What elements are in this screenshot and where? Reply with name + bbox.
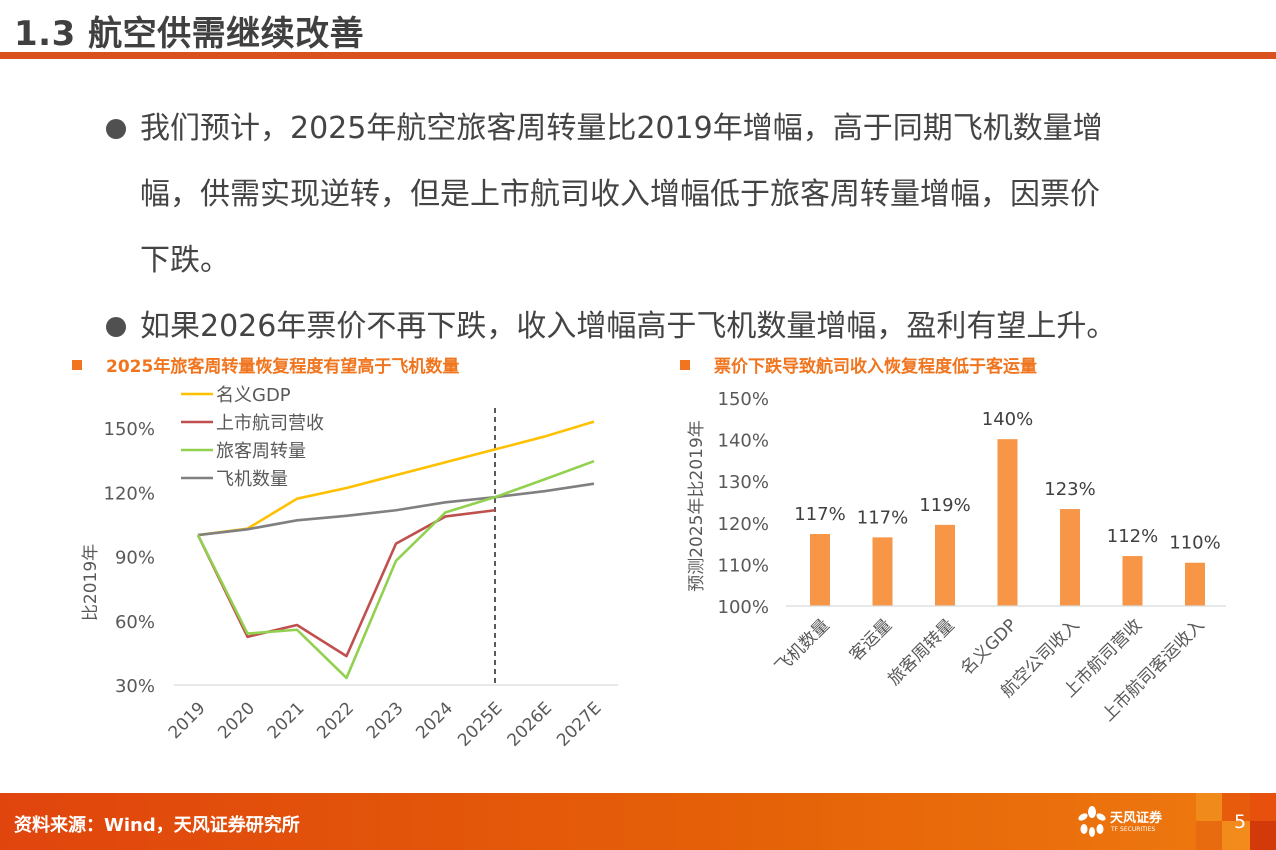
legend-label: 名义GDP [216, 385, 291, 406]
x-tick-label: 2027E [553, 698, 605, 750]
y-tick-label: 100% [718, 597, 769, 618]
y-tick-label: 130% [718, 472, 769, 493]
x-tick-label: 2024 [412, 698, 457, 743]
line-chart-title: 2025年旅客周转量恢复程度有望高于飞机数量 [72, 352, 459, 377]
data-label: 112% [1107, 526, 1158, 547]
bar-chart: 100% 110% 120% 130% 140% 150% 预测2025年比2019年 117… [687, 389, 1226, 726]
x-tick-label: 旅客周转量 [884, 615, 958, 689]
title-divider [0, 52, 1276, 59]
bar-chart-title-text: 票价下跌导致航司收入恢复程度低于客运量 [714, 357, 1037, 377]
y-axis-label: 比2019年 [81, 544, 101, 621]
y-tick-label: 140% [718, 431, 769, 452]
bullet-line: 幅，供需实现逆转，但是上市航司收入增幅低于旅客周转量增幅，因票价 [140, 177, 1100, 212]
legend-label: 旅客周转量 [216, 441, 306, 462]
data-label: 140% [982, 409, 1033, 430]
bar [1185, 562, 1205, 606]
bar [1122, 556, 1143, 606]
line-chart-title-text: 2025年旅客周转量恢复程度有望高于飞机数量 [106, 357, 460, 377]
x-tick-label: 飞机数量 [771, 615, 833, 677]
y-tick-label: 120% [104, 483, 155, 504]
bullet-dot-icon [106, 317, 126, 337]
series-line-2 [196, 459, 595, 680]
bar [810, 534, 830, 606]
legend-label: 上市航司营收 [216, 413, 324, 434]
y-tick-label: 150% [718, 389, 769, 410]
data-label: 117% [857, 507, 908, 528]
series-line-0 [197, 420, 595, 537]
logo-name: 天风证券 [1110, 811, 1163, 826]
page-title: 1.3 航空供需继续改善 [14, 14, 365, 54]
bullet-item: 如果2026年票价不再下跌，收入增幅高于飞机数量增幅，盈利有望上升。 [104, 294, 1234, 360]
data-label: 119% [919, 495, 970, 516]
bar [935, 524, 955, 606]
x-tick-label: 2025E [454, 698, 506, 750]
bullet-list: 我们预计，2025年航空旅客周转量比2019年增幅，高于同期飞机数量增 幅，供需… [104, 96, 1234, 360]
decorative-tiles [1196, 793, 1276, 850]
flower-logo-icon [1078, 806, 1106, 837]
data-source: 资料来源：Wind，天风证券研究所 [14, 815, 300, 836]
x-tick-label: 2022 [313, 698, 358, 743]
data-label: 110% [1169, 533, 1220, 554]
x-tick-label: 客运量 [846, 615, 896, 665]
footer-bar: 资料来源：Wind，天风证券研究所 天风证券 TF SECURITIES 5 [0, 793, 1276, 850]
y-tick-label: 150% [104, 419, 155, 440]
bullet-dot-icon [106, 119, 126, 139]
bar-chart-title: 票价下跌导致航司收入恢复程度低于客运量 [680, 352, 1037, 377]
bar [1060, 509, 1080, 606]
bullet-line: 下跌。 [140, 243, 230, 278]
y-tick-label: 120% [718, 514, 769, 535]
data-label: 117% [794, 504, 845, 525]
legend-label: 飞机数量 [216, 469, 288, 490]
company-logo: 天风证券 TF SECURITIES [1076, 805, 1176, 839]
y-tick-label: 30% [115, 676, 155, 697]
x-tick-label: 2021 [264, 698, 309, 743]
bullet-line: 如果2026年票价不再下跌，收入增幅高于飞机数量增幅，盈利有望上升。 [140, 309, 1117, 344]
x-tick-label: 2020 [214, 698, 259, 743]
square-bullet-icon [72, 360, 82, 370]
page-number: 5 [1234, 811, 1247, 833]
y-tick-label: 60% [115, 612, 155, 633]
square-bullet-icon [680, 360, 690, 370]
logo-subtitle: TF SECURITIES [1111, 826, 1156, 833]
x-tick-label: 2023 [363, 698, 408, 743]
bullet-line: 我们预计，2025年航空旅客周转量比2019年增幅，高于同期飞机数量增 [140, 111, 1103, 146]
x-tick-label: 2026E [504, 698, 556, 750]
y-tick-label: 110% [718, 555, 769, 576]
series-line-1 [196, 508, 496, 658]
bar [872, 537, 893, 606]
y-axis-label: 预测2025年比2019年 [687, 420, 707, 592]
x-tick-label: 2019 [165, 698, 210, 743]
bar [997, 439, 1018, 606]
data-label: 123% [1044, 479, 1095, 500]
bullet-item: 我们预计，2025年航空旅客周转量比2019年增幅，高于同期飞机数量增 幅，供需… [104, 96, 1234, 294]
y-tick-label: 90% [115, 548, 155, 569]
series-line-3 [197, 482, 595, 537]
x-tick-label: 名义GDP [957, 615, 1021, 679]
